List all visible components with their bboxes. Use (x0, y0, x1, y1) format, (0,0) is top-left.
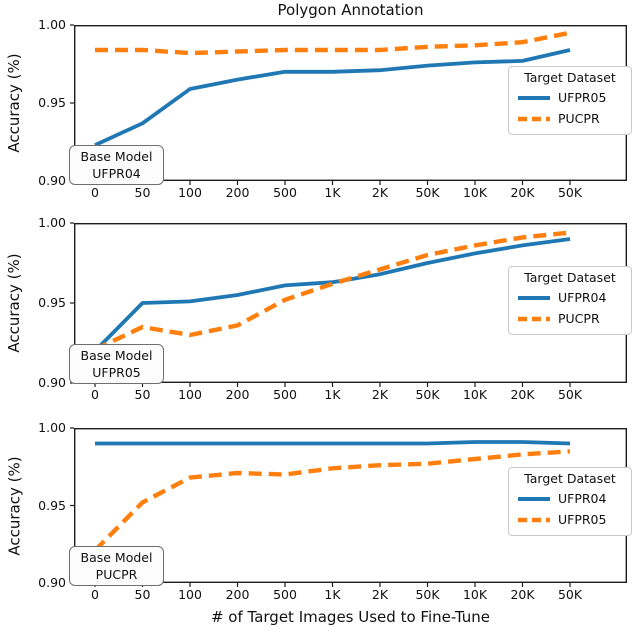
y-tick-label: 0.95 (38, 295, 66, 310)
x-tick-label: 100 (178, 185, 202, 200)
x-tick-label: 200 (225, 185, 250, 200)
y-tick-label: 0.90 (38, 375, 66, 390)
x-tick-label: 1K (324, 587, 341, 602)
x-tick-label: 100 (178, 387, 202, 402)
x-tick-label: 0 (91, 387, 99, 402)
y-tick-label: 1.00 (38, 420, 66, 435)
legend-item: UFPR04 (514, 287, 626, 308)
legend-title: Target Dataset (524, 471, 616, 486)
legend-item: UFPR04 (514, 488, 626, 509)
x-tick-label: 10K (462, 387, 488, 402)
x-tick-label: 1K (324, 185, 341, 200)
legend-line-sample-solid (517, 495, 551, 503)
legend-label: UFPR04 (558, 290, 607, 305)
annotation-line-1: Base Model (80, 348, 153, 363)
x-tick-label: 20K (510, 185, 535, 200)
legend-label: UFPR04 (558, 491, 607, 506)
x-tick-label: 50K (557, 185, 583, 200)
x-tick-label: 2K (371, 387, 389, 402)
legend-item: UFPR05 (514, 87, 626, 108)
x-tick-label: 200 (225, 387, 250, 402)
x-tick-label: 10K (462, 185, 488, 200)
legend-label: UFPR05 (558, 90, 607, 105)
x-tick-label: 2K (371, 587, 389, 602)
legend: Target Dataset UFPR05 PUCPR (508, 66, 632, 135)
x-tick-label: 200 (225, 587, 250, 602)
x-tick-label: 50K (415, 387, 440, 402)
legend-line-sample-solid (517, 94, 551, 102)
x-tick-label: 20K (510, 387, 535, 402)
legend-title: Target Dataset (524, 70, 616, 85)
x-tick-label: 500 (273, 587, 297, 602)
x-tick-label: 500 (273, 387, 297, 402)
y-tick-label: 0.95 (38, 497, 66, 513)
x-tick-label: 10K (462, 587, 488, 602)
legend-item: UFPR05 (514, 509, 626, 530)
y-axis-label: Accuracy (%) (5, 53, 23, 153)
chart-title: Polygon Annotation (277, 1, 424, 19)
legend-item: PUCPR (514, 108, 626, 129)
y-tick-label: 0.95 (38, 95, 66, 110)
x-tick-label: 500 (273, 185, 297, 200)
y-axis-label: Accuracy (%) (5, 456, 24, 556)
x-tick-label: 50K (557, 587, 583, 602)
legend-line-sample-dashed (517, 516, 551, 524)
legend-item: PUCPR (514, 308, 626, 329)
annotation-line-1: Base Model (80, 550, 153, 565)
x-tick-label: 50 (134, 587, 151, 602)
y-tick-label: 0.90 (38, 575, 66, 590)
base-model-annotation: Base Model PUCPR (69, 546, 164, 586)
x-tick-label: 0 (91, 587, 99, 602)
y-tick-label: 1.00 (38, 17, 66, 32)
annotation-line-2: PUCPR (95, 567, 138, 582)
y-tick-label: 1.00 (38, 215, 66, 230)
annotation-line-1: Base Model (80, 149, 153, 164)
legend-label: PUCPR (558, 311, 600, 326)
y-tick-label: 0.90 (38, 173, 66, 188)
x-tick-label: 20K (510, 587, 535, 602)
base-model-annotation: Base Model UFPR05 (69, 344, 164, 384)
x-tick-label: 50 (134, 185, 151, 200)
x-tick-label: 50 (134, 387, 151, 402)
annotation-line-2: UFPR04 (92, 166, 141, 181)
legend-line-sample-dashed (517, 115, 551, 123)
legend: Target Dataset UFPR04 UFPR05 (508, 467, 632, 536)
x-tick-label: 50K (415, 587, 440, 602)
legend-title: Target Dataset (524, 270, 616, 285)
legend: Target Dataset UFPR04 PUCPR (508, 266, 632, 335)
x-tick-label: 50K (557, 387, 583, 402)
plot-area-base-pucpr (70, 427, 627, 587)
annotation-line-2: UFPR05 (92, 365, 141, 380)
legend-line-sample-dashed (517, 315, 551, 323)
x-tick-label: 100 (178, 587, 202, 602)
x-tick-label: 50K (415, 185, 440, 200)
x-tick-label: 2K (371, 185, 389, 200)
x-axis-label: # of Target Images Used to Fine-Tune (210, 608, 491, 626)
base-model-annotation: Base Model UFPR04 (69, 145, 164, 185)
legend-label: PUCPR (558, 111, 600, 126)
x-tick-label: 0 (91, 185, 99, 200)
legend-line-sample-solid (517, 294, 551, 302)
y-axis-label: Accuracy (%) (5, 253, 23, 353)
legend-label: UFPR05 (558, 512, 607, 527)
x-tick-label: 1K (324, 387, 341, 402)
